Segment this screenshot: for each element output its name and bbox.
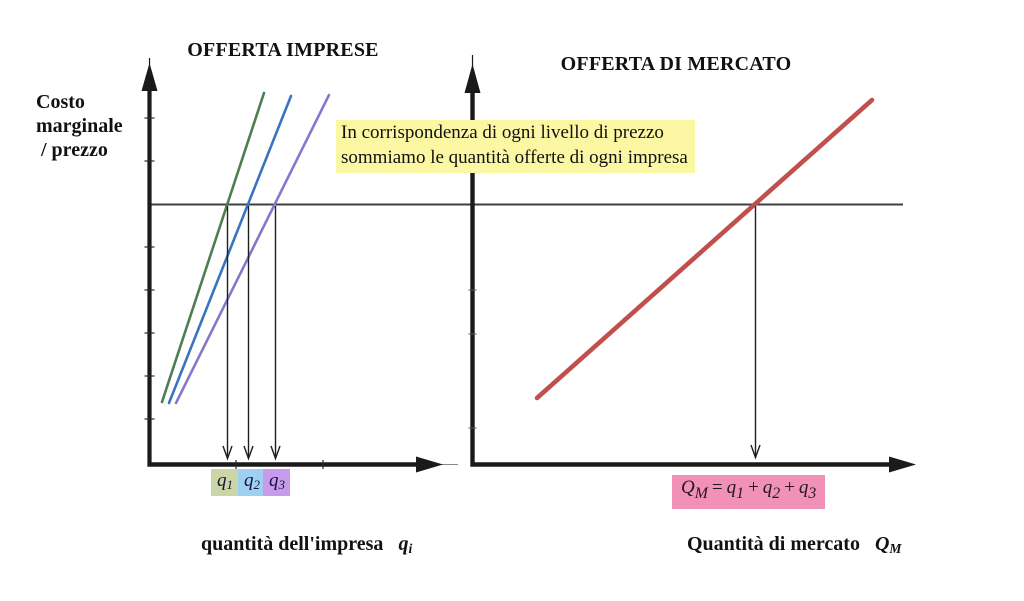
q2-subscript: 2	[253, 477, 260, 493]
q3-subscript: 3	[278, 477, 285, 493]
right-y-axis-arrow-icon	[464, 64, 481, 93]
note-highlight: In corrispondenza di ogni livello di pre…	[336, 120, 695, 173]
arrow-head-icon	[270, 445, 281, 461]
market-quantity-formula: QM = q1 + q2 + q3	[672, 475, 826, 509]
q1-label: q1	[211, 469, 238, 496]
firm1-supply-line	[160, 91, 266, 404]
right-x-axis-arrow-icon	[889, 456, 916, 473]
left-panel-title: OFFERTA IMPRESE	[187, 39, 379, 61]
q2-label: q2	[238, 469, 265, 496]
q1-symbol: q	[217, 470, 227, 491]
right-panel-title: OFFERTA DI MERCATO	[560, 53, 792, 75]
left-x-axis-ticks	[235, 460, 324, 469]
left-y-axis-ticks	[144, 117, 155, 420]
right-y-axis-ticks	[468, 289, 477, 429]
quantity-drop-arrows	[222, 206, 761, 461]
arrow-head-icon	[750, 444, 761, 460]
market-supply-line	[534, 97, 875, 401]
left-x-axis-caption-text: quantità dell'impresa	[201, 533, 384, 555]
left-x-axis-arrow-icon	[416, 456, 443, 473]
left-x-axis-caption: quantità dell'impresa qi	[201, 533, 412, 556]
arrow-head-icon	[222, 445, 233, 461]
firm3-supply-line	[174, 93, 331, 405]
firm2-supply-line	[167, 94, 293, 405]
left-x-axis-symbol: qi	[398, 533, 413, 557]
right-x-axis-symbol: QM	[874, 533, 902, 557]
left-y-axis-arrow-icon	[141, 63, 158, 91]
q2-symbol: q	[244, 470, 254, 491]
q1-subscript: 1	[226, 477, 233, 493]
right-x-axis-caption-text: Quantità di mercato	[687, 533, 860, 555]
arrow-head-icon	[243, 445, 254, 461]
right-x-axis-caption: Quantità di mercato QM	[687, 533, 902, 556]
q3-label: q3	[263, 469, 290, 496]
q3-symbol: q	[269, 470, 279, 491]
left-y-axis-label: Costo marginale / prezzo	[36, 91, 123, 161]
